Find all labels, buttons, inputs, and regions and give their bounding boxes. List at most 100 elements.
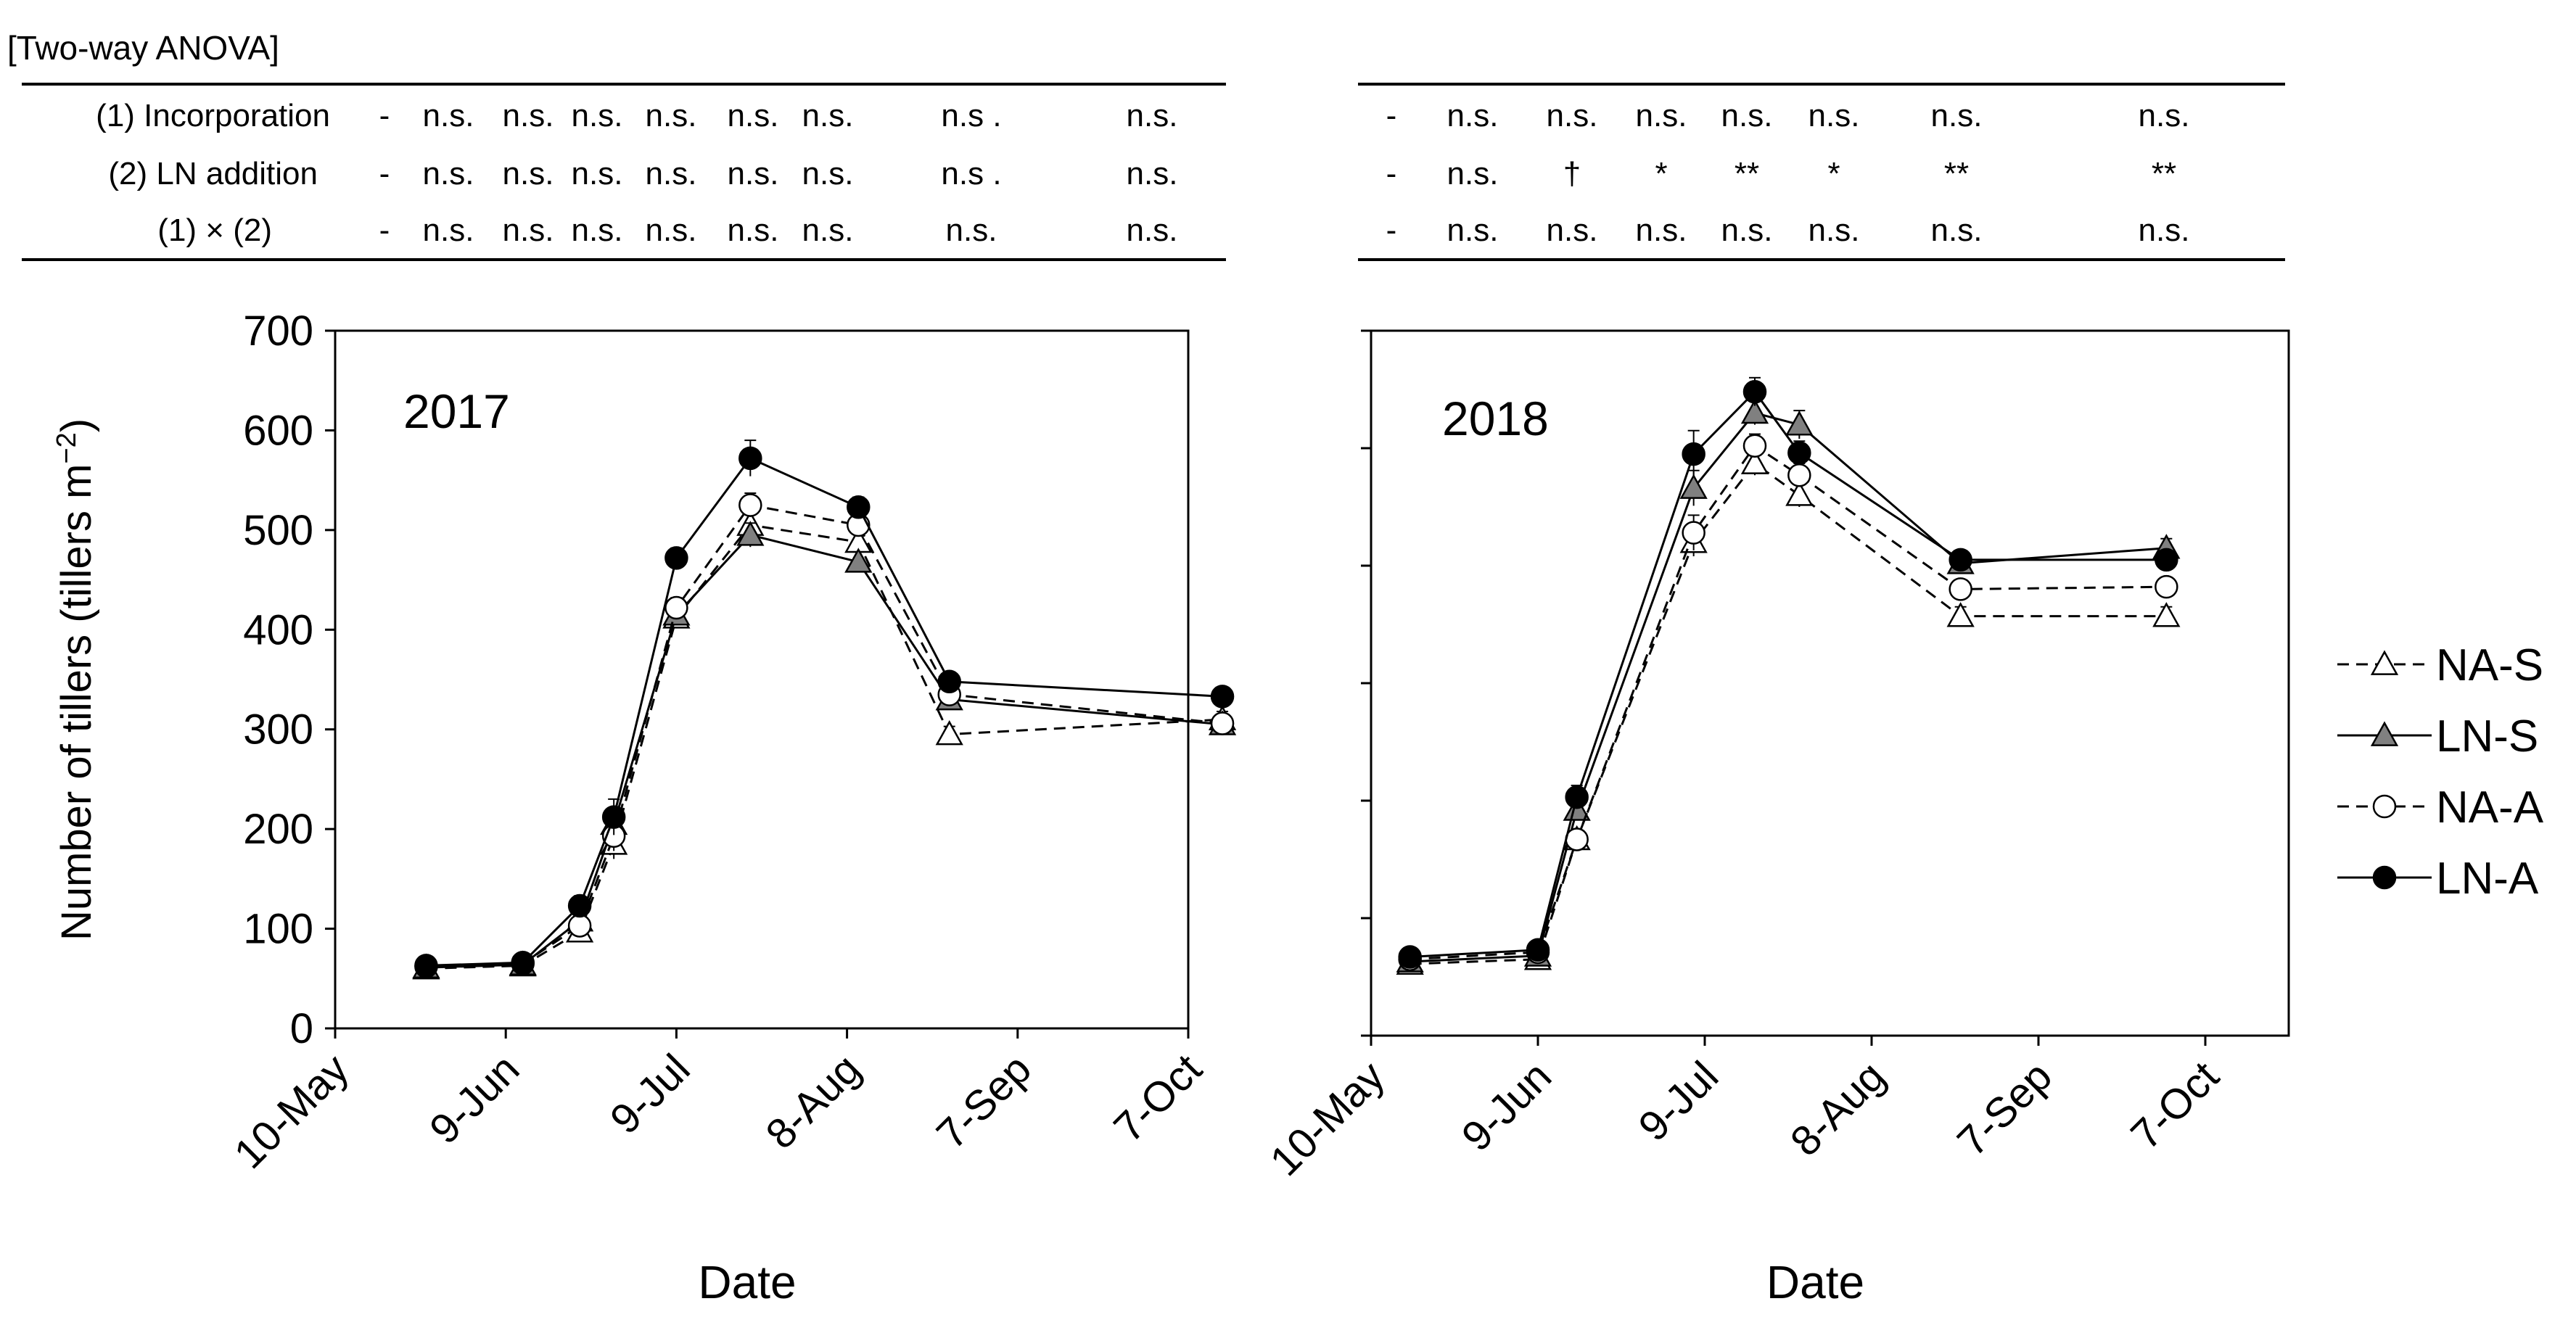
anova-cells: - n.s. n.s. n.s. n.s. n.s. n.s. n.s . n.s.- n.s. n… [379,98,2190,248]
data-point-ln-a [511,951,535,975]
anova-cell-2017-r1-c2: n.s. [423,98,474,133]
data-point-ln-s [736,521,765,546]
data-point-ln-a [2155,548,2178,572]
series-na-s [412,511,1237,980]
chart-panel-2018: 10-May 9-Jun 9-Jul 8-Aug 7-Sep 7-Oct Date 2018 [1261,329,2290,1308]
data-point-na-a [738,493,762,517]
data-point-na-a [1787,463,1811,487]
x-tick-label: 7-Oct [1105,1045,1211,1151]
anova-cell-2018-r3-c7: n.s. [1931,212,1983,248]
x-tick-label: 10-May [1261,1052,1394,1185]
x-tick-label: 9-Jun [1453,1052,1561,1160]
x-tick-label: 7-Sep [928,1045,1040,1157]
data-point-ln-s [1740,398,1769,424]
year-label: 2017 [403,384,510,438]
series-line-na-s [426,524,1223,970]
x-tick-label: 9-Jun [421,1045,529,1153]
anova-cell-2018-r2-c5: ** [1735,156,1759,191]
anova-cell-2017-r3-c6: n.s. [728,212,779,248]
anova-cell-2017-r2-c3: n.s. [503,156,554,191]
data-point-ln-s [1785,410,1814,436]
legend-marker [2372,865,2397,890]
series-na-s [1396,449,2181,975]
data-point-na-a [664,595,688,620]
data-point-na-a [1565,827,1589,851]
anova-cell-2017-r2-c5: n.s. [646,156,697,191]
anova-cell-2018-r1-c5: n.s. [1721,98,1773,133]
anova-cell-2017-r3-c1: - [379,212,390,248]
legend-label: NA-S [2436,640,2543,690]
legend-label: NA-A [2436,783,2544,833]
series-line-na-s [1410,462,2167,965]
series-line-ln-s [1410,411,2167,963]
anova-cell-2017-r2-c2: n.s. [423,156,474,191]
legend-item-na-a: NA-A [2337,783,2544,833]
y-tick-label: 700 [243,307,313,355]
legend: NA-S LN-S NA-A LN-A [2337,640,2544,904]
data-point-ln-a [937,669,961,693]
x-axis-title: Date [698,1256,796,1308]
anova-cell-2018-r3-c4: n.s. [1636,212,1687,248]
row-label-incorporation: (1) Incorporation [96,98,330,133]
series-na-a [1398,433,2178,971]
anova-cell-2017-r3-c5: n.s. [646,212,697,248]
anova-cell-2018-r2-c3: † [1563,156,1581,191]
anova-cell-2017-r1-c8: n.s . [941,98,1001,133]
anova-cell-2018-r1-c2: n.s. [1447,98,1499,133]
x-tick-label: 10-May [225,1045,358,1178]
legend-label: LN-S [2436,711,2538,761]
anova-cell-2017-r1-c4: n.s. [572,98,623,133]
data-point-na-a [1210,711,1235,735]
y-tick-label: 200 [243,806,313,853]
anova-cell-2017-r2-c8: n.s . [941,156,1001,191]
data-point-ln-a [738,446,762,471]
anova-cell-2017-r2-c1: - [379,156,390,191]
anova-cell-2018-r3-c3: n.s. [1547,212,1598,248]
anova-cell-2017-r3-c9: n.s. [1127,212,1178,248]
y-tick-label: 400 [243,606,313,653]
anova-cell-2018-r1-c4: n.s. [1636,98,1687,133]
data-point-ln-a [1398,945,1422,969]
y-tick-label: 0 [290,1005,313,1052]
y-axis-title-exponent: −2 [52,432,82,463]
anova-cell-2017-r3-c4: n.s. [572,212,623,248]
data-point-ln-a [1742,379,1767,404]
anova-cell-2017-r2-c7: n.s. [802,156,854,191]
series-ln-a [1398,376,2178,969]
anova-title: [Two-way ANOVA] [7,29,279,67]
x-tick-label: 7-Sep [1949,1052,2061,1165]
data-point-ln-s [844,548,873,573]
anova-cell-2018-r2-c8: ** [2152,156,2176,191]
anova-cell-2018-r2-c6: * [1827,156,1840,191]
data-point-ln-s [1679,474,1708,499]
series-line-na-a [1410,444,2167,961]
series-ln-s [1396,398,2181,973]
anova-cell-2017-r3-c3: n.s. [503,212,554,248]
data-point-ln-a [567,893,592,918]
series-line-ln-a [1410,389,2167,958]
anova-cell-2017-r1-c6: n.s. [728,98,779,133]
data-point-na-a [1742,434,1767,458]
anova-cell-2018-r2-c4: * [1655,156,1667,191]
anova-cell-2018-r3-c2: n.s. [1447,212,1499,248]
data-point-na-s [935,720,963,746]
anova-cell-2018-r3-c1: - [1386,212,1397,248]
data-point-na-a [567,914,592,938]
anova-cell-2018-r1-c1: - [1386,98,1397,133]
plot-frame [334,329,1190,1030]
anova-cell-2017-r3-c7: n.s. [802,212,854,248]
anova-cell-2017-r1-c1: - [379,98,390,133]
anova-cell-2017-r2-c9: n.s. [1127,156,1178,191]
data-point-na-s [1785,481,1814,506]
chart-panel-2017: 0 100 200 300 400 500 600 700 10-May 9-Jun 9-Jul 8-… [52,307,1237,1308]
anova-cell-2018-r3-c5: n.s. [1721,212,1773,248]
legend-item-na-s: NA-S [2337,640,2543,690]
anova-cell-2018-r1-c6: n.s. [1808,98,1860,133]
legend-item-ln-s: LN-S [2337,711,2538,761]
data-point-ln-a [847,495,871,519]
anova-cell-2018-r1-c7: n.s. [1931,98,1983,133]
data-point-na-s [2152,602,2181,627]
data-point-ln-a [664,546,688,570]
data-point-ln-a [1210,685,1235,709]
